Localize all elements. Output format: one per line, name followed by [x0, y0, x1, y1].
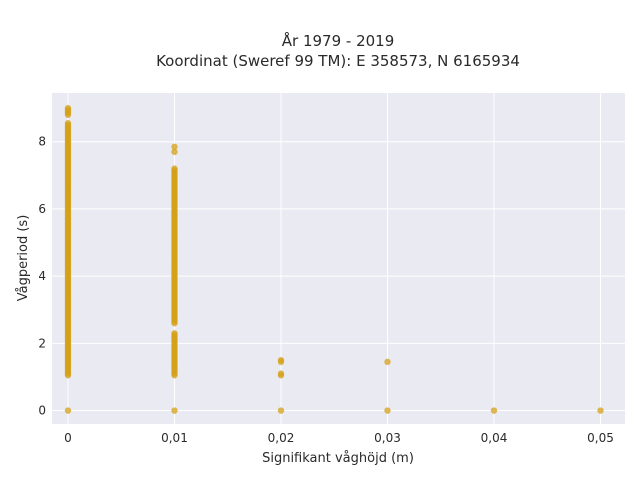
data-point: [64, 104, 72, 112]
grid-lines: [52, 93, 625, 424]
y-tick-label: 8: [38, 135, 46, 149]
data-point: [277, 356, 285, 364]
data-point: [171, 165, 178, 172]
data-point: [384, 358, 391, 366]
y-tick-labels: 0 2 4 6 8: [38, 135, 46, 418]
y-axis-label: Vågperiod (s): [16, 215, 31, 302]
data-point: [277, 370, 285, 377]
y-tick-label: 4: [38, 269, 46, 283]
data-point: [490, 407, 498, 414]
data-point: [64, 407, 72, 414]
y-tick-label: 2: [38, 336, 46, 350]
data-point: [171, 407, 178, 414]
data-points: [64, 104, 604, 414]
data-point: [171, 143, 178, 150]
data-point: [171, 148, 178, 156]
chart-title: År 1979 - 2019: [282, 31, 395, 50]
data-point: [597, 407, 604, 414]
data-point: [64, 120, 72, 127]
data-point: [384, 407, 391, 414]
x-tick-label: 0: [64, 431, 72, 445]
x-tick-label: 0,03: [374, 431, 401, 445]
x-tick-labels: 0 0,01 0,02 0,03 0,04 0,05: [64, 431, 614, 445]
y-tick-label: 6: [38, 202, 46, 216]
x-tick-label: 0,04: [481, 431, 508, 445]
x-axis-label: Signifikant våghöjd (m): [262, 451, 414, 466]
data-point: [171, 330, 178, 337]
chart-subtitle: Koordinat (Sweref 99 TM): E 358573, N 61…: [156, 52, 520, 70]
data-point: [277, 407, 285, 414]
plot-area: [52, 93, 625, 424]
x-tick-label: 0,01: [161, 431, 188, 445]
x-tick-label: 0,02: [268, 431, 295, 445]
y-tick-label: 0: [38, 404, 46, 418]
x-tick-label: 0,05: [587, 431, 614, 445]
